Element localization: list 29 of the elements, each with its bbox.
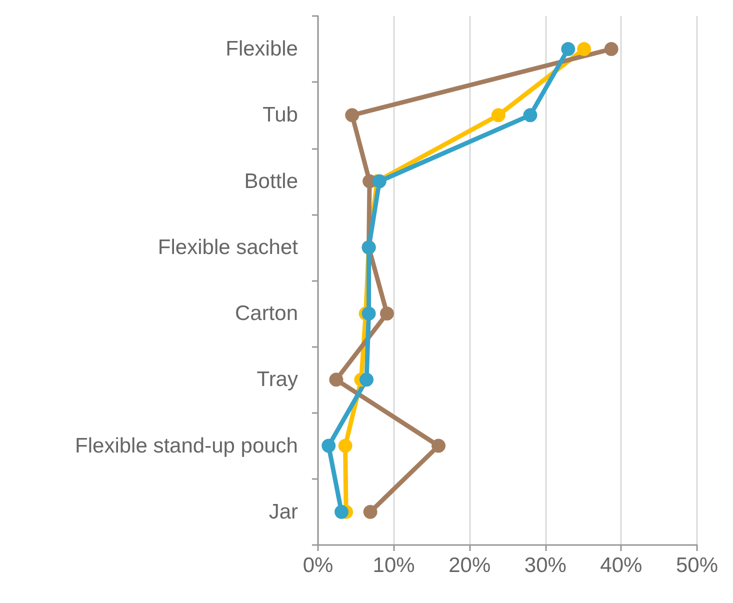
point: [380, 306, 394, 321]
point: [432, 438, 446, 453]
x-tick-label: 0%: [302, 554, 334, 577]
y-tick-label: Tray: [256, 368, 298, 392]
point: [338, 438, 352, 453]
x-tick-label: 50%: [676, 554, 718, 577]
point: [363, 504, 378, 519]
x-tick-label: 30%: [524, 554, 566, 577]
point: [577, 42, 592, 56]
y-tick-label: Tub: [262, 104, 298, 127]
point: [322, 438, 336, 453]
y-tick-label: Flexible sachet: [158, 236, 298, 259]
x-tick-label: 10%: [372, 554, 415, 577]
point: [523, 108, 538, 122]
y-tick-label: Carton: [234, 302, 298, 326]
y-tick-label: Flexible stand-up pouch: [75, 434, 298, 458]
point: [604, 42, 618, 56]
point: [345, 108, 360, 122]
x-tick-label: 40%: [600, 554, 642, 577]
point: [360, 372, 374, 387]
point: [334, 504, 348, 519]
point: [491, 108, 506, 122]
point: [362, 306, 376, 321]
x-tick-label: 20%: [448, 554, 491, 577]
y-tick-label: Jar: [268, 500, 298, 524]
point: [561, 42, 576, 56]
y-tick-label: Flexible: [226, 38, 298, 61]
point: [329, 372, 344, 387]
y-tick-label: Bottle: [244, 170, 298, 193]
